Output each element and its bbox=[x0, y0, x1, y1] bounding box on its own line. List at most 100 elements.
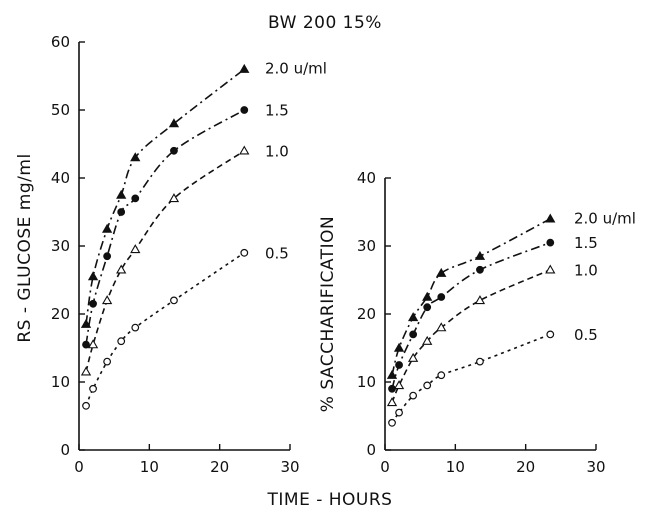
series-2: 1.0 bbox=[386, 261, 598, 407]
series-1: 1.5 bbox=[82, 102, 289, 349]
series-line bbox=[85, 68, 245, 325]
series-label: 1.0 bbox=[265, 142, 289, 160]
series-label: 1.0 bbox=[574, 261, 598, 279]
data-point bbox=[239, 63, 250, 73]
data-point bbox=[103, 252, 112, 261]
data-point bbox=[546, 238, 555, 247]
data-point bbox=[546, 330, 555, 339]
data-point bbox=[168, 193, 180, 203]
y-tick-label: 40 bbox=[51, 169, 70, 187]
y-tick-label: 60 bbox=[51, 33, 70, 51]
data-point bbox=[89, 299, 97, 308]
data-point bbox=[393, 342, 405, 352]
y-axis-title: % SACCHARIFICATION bbox=[318, 216, 338, 412]
x-tick-label: 10 bbox=[446, 458, 465, 476]
x-tick-label: 30 bbox=[586, 458, 605, 476]
series-label: 2.0 u/ml bbox=[265, 60, 327, 78]
figure-title: BW 200 15% bbox=[268, 13, 382, 33]
y-tick-label: 30 bbox=[357, 237, 376, 255]
data-point bbox=[240, 106, 249, 114]
data-point bbox=[89, 384, 97, 393]
data-point bbox=[407, 312, 419, 322]
data-point bbox=[117, 337, 126, 346]
y-tick-label: 20 bbox=[357, 305, 376, 323]
data-point bbox=[422, 335, 433, 345]
y-tick-label: 0 bbox=[366, 441, 376, 459]
data-point bbox=[116, 264, 127, 274]
series-0: 2.0 u/ml bbox=[80, 60, 327, 328]
data-point bbox=[101, 295, 113, 305]
data-point bbox=[474, 295, 486, 305]
data-point bbox=[437, 371, 446, 380]
data-point bbox=[239, 145, 250, 155]
series-label: 0.5 bbox=[265, 244, 289, 262]
y-tick-label: 0 bbox=[60, 441, 70, 459]
data-point bbox=[130, 244, 141, 254]
x-tick-label: 20 bbox=[210, 458, 229, 476]
data-point bbox=[87, 271, 99, 281]
data-point bbox=[131, 323, 140, 332]
series-3: 0.5 bbox=[82, 244, 289, 410]
series-line bbox=[391, 333, 551, 424]
data-point bbox=[103, 357, 112, 366]
data-point bbox=[101, 223, 113, 233]
series-3: 0.5 bbox=[388, 326, 598, 427]
data-point bbox=[409, 330, 418, 339]
chart-panel-2: 0 10 20 30 40 0 10 20 30 % SACCHARIFICATION 2.0 u/… bbox=[318, 169, 636, 476]
x-tick-label: 0 bbox=[74, 458, 84, 476]
x-tick-label: 0 bbox=[380, 458, 390, 476]
data-point bbox=[130, 152, 141, 162]
data-point bbox=[409, 391, 418, 400]
chart-panel-1: 0 10 20 30 40 50 60 0 10 20 30 RS - GLUCOSE mg/ml 2.… bbox=[15, 33, 327, 476]
data-point bbox=[87, 339, 99, 349]
series-line bbox=[85, 150, 245, 373]
y-tick-label: 20 bbox=[51, 305, 70, 323]
series-line bbox=[85, 252, 245, 407]
series-1: 1.5 bbox=[388, 234, 598, 393]
data-point bbox=[423, 381, 432, 390]
x-tick-label: 10 bbox=[140, 458, 159, 476]
series-line bbox=[391, 218, 551, 376]
y-tick-label: 10 bbox=[51, 373, 70, 391]
series-label: 0.5 bbox=[574, 326, 598, 344]
series-label: 1.5 bbox=[265, 102, 289, 120]
data-point bbox=[395, 361, 403, 369]
data-point bbox=[117, 208, 126, 216]
y-tick-label: 50 bbox=[51, 101, 70, 119]
x-tick-label: 30 bbox=[280, 458, 299, 476]
data-point bbox=[168, 118, 180, 128]
series-label: 2.0 u/ml bbox=[574, 209, 636, 227]
data-point bbox=[386, 369, 398, 379]
data-point bbox=[436, 267, 447, 277]
series-line bbox=[391, 241, 551, 390]
y-axis-title: RS - GLUCOSE mg/ml bbox=[15, 153, 35, 342]
y-tick-label: 40 bbox=[357, 169, 376, 187]
plot-area: 0 10 20 30 40 50 60 0 10 20 30 RS - GLUCOSE mg/ml 2.… bbox=[15, 33, 636, 476]
data-point bbox=[545, 264, 556, 274]
data-point bbox=[395, 408, 403, 417]
x-axis-title: TIME - HOURS bbox=[267, 490, 393, 510]
y-tick-label: 10 bbox=[357, 373, 376, 391]
data-point bbox=[82, 340, 90, 349]
data-point bbox=[407, 352, 419, 362]
data-point bbox=[474, 250, 486, 260]
series-0: 2.0 u/ml bbox=[386, 209, 636, 379]
data-point bbox=[423, 303, 432, 312]
data-point bbox=[436, 322, 447, 332]
data-point bbox=[437, 293, 446, 301]
y-tick-label: 30 bbox=[51, 237, 70, 255]
data-point bbox=[131, 194, 140, 203]
data-point bbox=[393, 380, 405, 390]
data-point bbox=[80, 366, 92, 376]
data-point bbox=[476, 357, 484, 366]
data-point bbox=[240, 248, 249, 257]
x-tick-label: 20 bbox=[516, 458, 535, 476]
data-point bbox=[170, 296, 178, 305]
data-point bbox=[82, 401, 90, 410]
series-2: 1.0 bbox=[80, 142, 289, 376]
data-point bbox=[545, 213, 556, 223]
data-point bbox=[116, 189, 127, 199]
data-point bbox=[386, 397, 398, 407]
